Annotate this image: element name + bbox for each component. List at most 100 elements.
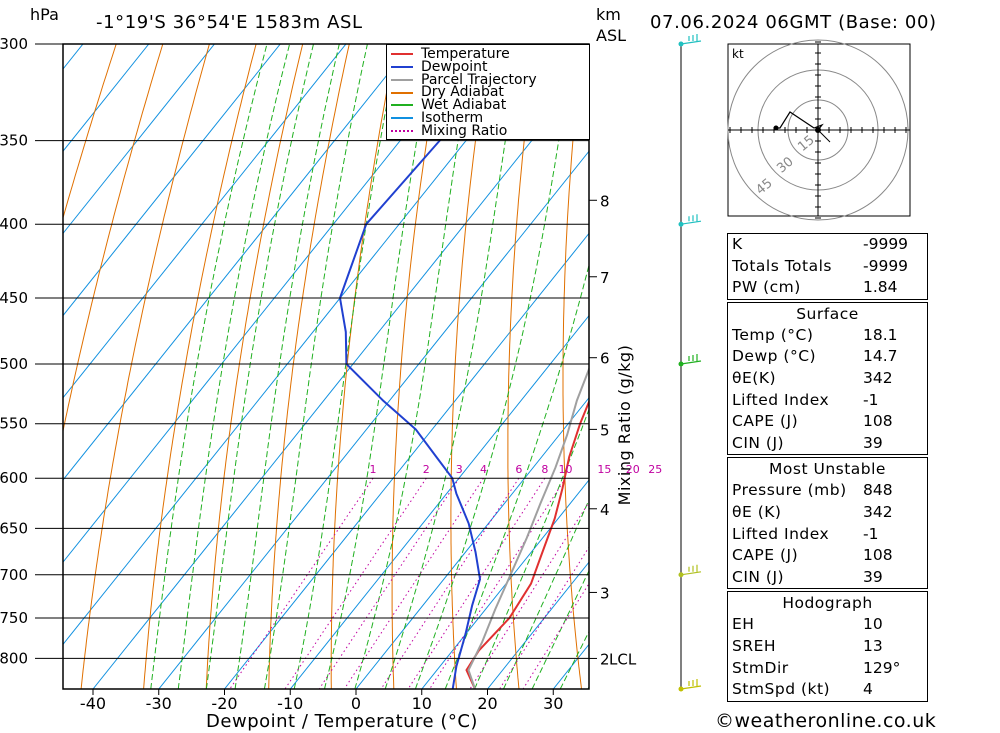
pressure-tick-label: 500 <box>0 355 28 373</box>
index-label: StmDir <box>732 658 789 677</box>
index-label: K <box>732 235 743 253</box>
legend-label: Isotherm <box>421 110 484 126</box>
wind-barb <box>680 679 702 690</box>
pressure-tick-label: 650 <box>0 519 28 537</box>
dry-adiabat-line <box>63 44 117 220</box>
km-tick-label: 5 <box>600 421 610 439</box>
index-row: Pressure (mb) 848 <box>728 480 927 502</box>
mixing-ratio-line <box>499 546 589 689</box>
legend-item-6: Mixing Ratio <box>391 122 508 139</box>
index-row: K -9999 <box>728 234 927 256</box>
index-label: Pressure (mb) <box>732 481 847 500</box>
hodograph-point <box>815 127 821 133</box>
index-row: CIN (J) 39 <box>728 567 927 589</box>
isotherm-line <box>63 44 215 235</box>
index-label: Dewp (°C) <box>732 347 817 366</box>
copyright-link[interactable]: ©weatheronline.co.uk <box>715 710 937 732</box>
legend-label: Mixing Ratio <box>421 122 508 139</box>
asl-unit-label: ASL <box>596 26 627 45</box>
isotherm-line <box>63 44 544 646</box>
legend-swatch <box>391 130 413 133</box>
x-axis-label: Dewpoint / Temperature (°C) <box>206 711 478 732</box>
mixing-ratio-line <box>469 501 589 689</box>
plot-frame <box>62 43 590 690</box>
mixing-ratio-label: 10 <box>559 463 573 476</box>
index-value: 39 <box>863 567 883 586</box>
index-value: 4 <box>863 680 873 699</box>
index-value: 14.7 <box>863 347 898 366</box>
legend-item-4: Wet Adiabat <box>391 97 507 114</box>
x-tick-label: -40 <box>80 694 106 713</box>
index-label: PW (cm) <box>732 278 801 297</box>
index-row: Totals Totals -9999 <box>728 256 927 278</box>
index-value: 18.1 <box>863 325 898 344</box>
mixing-ratio-line <box>229 477 374 689</box>
index-label: CAPE (J) <box>732 412 799 431</box>
hodograph-title: Hodograph <box>782 594 873 613</box>
index-row: CAPE (J) 108 <box>728 411 927 433</box>
index-row: StmDir 129° <box>728 658 927 680</box>
pressure-tick-label: 550 <box>0 415 28 433</box>
isotherm-line <box>224 232 589 689</box>
index-row: EH 10 <box>728 614 927 636</box>
series-dewpoint <box>338 44 492 689</box>
index-row: θE (K) 342 <box>728 502 927 524</box>
pressure-tick-label: 750 <box>0 609 28 627</box>
index-value: -9999 <box>863 235 909 253</box>
series-temperature <box>465 399 589 689</box>
mixing-ratio-axis-label: Mixing Ratio (g/kg) <box>615 345 634 506</box>
km-tick-label: 8 <box>600 192 610 210</box>
surface-panel: Surface Temp (°C) 18.1 Dewp (°C) 14.7 θE(K) 3… <box>727 301 928 456</box>
isotherm-line <box>63 44 478 563</box>
dry-adiabat-line <box>63 44 164 434</box>
isotherm-line <box>487 561 589 689</box>
index-value: 10 <box>863 615 883 634</box>
indices-panel: K -9999 Totals Totals -9999 PW (cm) 1.84 Surf… <box>727 233 928 704</box>
index-row: Lifted Index -1 <box>728 524 927 546</box>
index-label: Totals Totals <box>732 256 832 275</box>
index-value: 129° <box>863 658 901 677</box>
index-label: θE (K) <box>732 502 782 521</box>
index-row: θE(K) 342 <box>728 368 927 390</box>
hpa-unit-label: hPa <box>30 5 59 24</box>
index-label: EH <box>732 615 755 634</box>
mixing-ratio-line <box>380 477 520 689</box>
index-row: Temp (°C) 18.1 <box>728 325 927 347</box>
mixing-ratio-label: 20 <box>626 463 640 476</box>
index-row: SREH 13 <box>728 636 927 658</box>
index-label: CIN (J) <box>732 433 785 452</box>
hodograph-point <box>773 125 779 131</box>
legend-swatch <box>391 53 413 56</box>
index-label: Temp (°C) <box>732 325 814 344</box>
legend-item-5: Isotherm <box>391 110 484 126</box>
isotherm-line <box>63 44 281 317</box>
mixing-ratio-label: 15 <box>597 463 611 476</box>
index-label: θE(K) <box>732 368 777 387</box>
isotherm-line <box>289 314 589 689</box>
km-tick-label: 3 <box>600 584 610 602</box>
index-value: 13 <box>863 636 883 655</box>
legend-swatch <box>391 66 413 69</box>
wet-adiabat-line <box>150 44 268 689</box>
index-value: 342 <box>863 502 893 521</box>
most-unstable-panel: Most Unstable Pressure (mb) 848 θE (K) 342 L… <box>727 457 928 590</box>
legend-swatch <box>391 117 413 120</box>
wet-adiabat-line <box>177 44 291 689</box>
pressure-tick-label: 350 <box>0 132 28 150</box>
location-title: -1°19'S 36°54'E 1583m ASL <box>96 12 363 33</box>
pressure-tick-label: 600 <box>0 469 28 487</box>
pressure-tick-label: 400 <box>0 215 28 233</box>
mixing-ratio-label: 8 <box>541 463 548 476</box>
index-value: 342 <box>863 368 893 387</box>
index-label: StmSpd (kt) <box>732 680 831 699</box>
hodograph-indices-panel: Hodograph EH 10 SREH 13 StmDir 129° StmSpd (kt… <box>727 591 928 702</box>
index-label: SREH <box>732 636 777 655</box>
index-label: Lifted Index <box>732 524 830 543</box>
legend-label: Dewpoint <box>421 58 488 75</box>
legend-label: Dry Adiabat <box>421 84 504 101</box>
wet-adiabat-line <box>234 44 340 689</box>
legend-item-0: Temperature <box>391 47 510 61</box>
x-tick-label: -10 <box>277 694 303 713</box>
legend-label: Wet Adiabat <box>421 97 507 114</box>
